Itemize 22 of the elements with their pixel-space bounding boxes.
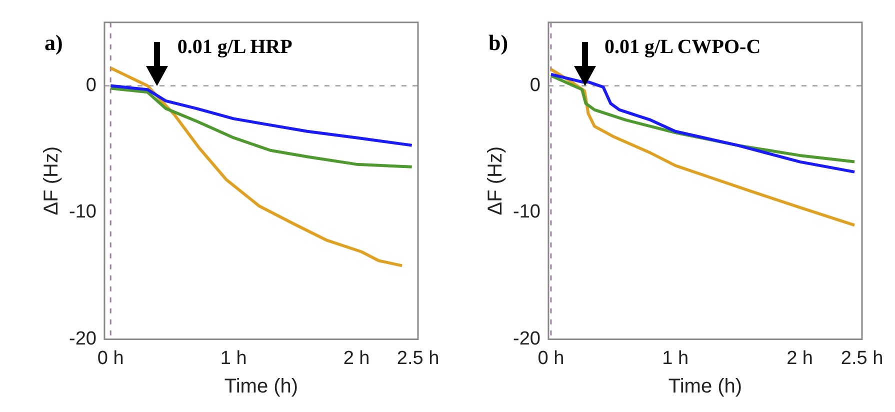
annotation: 0.01 g/L CWPO-C xyxy=(604,36,761,59)
x-tick-label: 1 h xyxy=(220,348,247,369)
x-tick-label: 2.5 h xyxy=(396,348,440,369)
y-tick-label: -20 xyxy=(68,328,96,350)
y-axis-title: ΔF (Hz) xyxy=(40,146,63,216)
x-tick-label: 2 h xyxy=(343,348,370,369)
y-tick-label: -20 xyxy=(512,328,540,350)
x-axis-title: Time (h) xyxy=(668,376,742,398)
x-axis-title: Time (h) xyxy=(224,376,298,398)
x-tick-label: 2 h xyxy=(786,348,813,369)
y-tick-label: 0 xyxy=(86,74,96,96)
chart-title: b) xyxy=(488,30,508,56)
x-tick-label: 0 h xyxy=(97,348,124,369)
x-tick-label: 0 h xyxy=(538,348,564,369)
x-tick-label: 2.5 h xyxy=(840,348,884,369)
y-tick-label: 0 xyxy=(530,74,540,96)
y-tick-label: -10 xyxy=(68,202,96,223)
annotation: 0.01 g/L HRP xyxy=(177,36,292,59)
y-tick-label: -10 xyxy=(512,202,540,223)
x-tick-label: 1 h xyxy=(662,348,689,369)
y-axis-title: ΔF (Hz) xyxy=(484,146,507,216)
chart-title: a) xyxy=(44,30,63,56)
